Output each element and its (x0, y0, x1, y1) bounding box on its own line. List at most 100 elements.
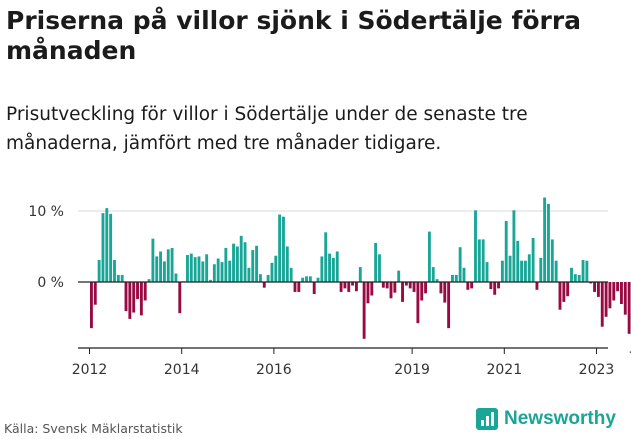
bar (439, 282, 443, 294)
bar (120, 274, 124, 282)
bar (308, 276, 312, 282)
bar (228, 260, 232, 282)
bar (577, 274, 581, 282)
bar (543, 197, 547, 282)
bar (527, 254, 531, 282)
bar (186, 255, 189, 282)
bar (97, 259, 101, 282)
bar (335, 251, 339, 282)
bar (477, 239, 481, 282)
bar (508, 255, 512, 282)
bar (600, 282, 604, 327)
bar (193, 257, 197, 282)
bar (159, 251, 163, 282)
newsworthy-logo-icon (476, 408, 498, 430)
bar (547, 203, 550, 282)
bar (278, 214, 282, 282)
brand-logo: Newsworthy (476, 408, 616, 430)
bar (320, 256, 324, 282)
bar (162, 261, 166, 282)
bar (324, 232, 328, 282)
bar (620, 282, 623, 305)
bar (523, 260, 527, 282)
bar (128, 282, 132, 319)
bar (105, 208, 109, 282)
bar (401, 282, 404, 302)
y-tick-label: 10 % (28, 204, 64, 220)
bar (458, 247, 462, 282)
bar (362, 282, 366, 339)
bar (374, 242, 378, 282)
bar (389, 282, 393, 299)
bar (251, 250, 255, 282)
x-tick-label: 2019 (394, 362, 430, 378)
bar (504, 220, 508, 282)
bar (566, 282, 570, 297)
bar (435, 279, 439, 282)
bar (370, 282, 374, 296)
bar (608, 282, 612, 309)
bar (535, 282, 539, 290)
last-value-annotation: −7 % (628, 345, 631, 361)
bar (558, 282, 562, 310)
bar (201, 261, 205, 282)
bar (212, 264, 216, 282)
bar (554, 260, 558, 282)
bar (166, 249, 170, 282)
bar (485, 262, 489, 282)
bars (90, 197, 631, 339)
bar (431, 267, 435, 282)
bar (627, 282, 631, 334)
bar (301, 277, 305, 282)
bar (243, 242, 247, 282)
bar (147, 279, 151, 282)
bar (255, 245, 259, 282)
bar (331, 257, 335, 282)
bar (266, 274, 270, 282)
bar (604, 282, 608, 317)
bar (116, 274, 120, 282)
bar (93, 282, 97, 305)
bar (274, 255, 278, 282)
bar (293, 282, 297, 292)
bar (562, 282, 566, 302)
bar (378, 254, 381, 282)
bar (366, 282, 370, 304)
bar (220, 262, 224, 282)
bar (404, 282, 408, 286)
bar (516, 240, 520, 282)
bar (454, 274, 458, 282)
bar (424, 282, 428, 294)
bar (174, 273, 178, 282)
bar (550, 239, 554, 282)
bar (443, 282, 447, 303)
x-tick-label: 2016 (256, 362, 292, 378)
bar (500, 260, 504, 282)
bar (151, 238, 155, 282)
bar (113, 259, 116, 282)
bar (247, 267, 251, 282)
bar (623, 282, 627, 315)
bar (132, 282, 136, 313)
bar (416, 282, 420, 324)
bar (474, 210, 477, 282)
bar (101, 213, 105, 282)
bar (328, 253, 331, 282)
bar (489, 282, 493, 290)
bar (139, 282, 143, 316)
bar (393, 282, 397, 293)
bar (385, 282, 389, 289)
bar (451, 274, 454, 282)
bar (124, 282, 128, 312)
bar (616, 282, 620, 292)
x-tick-label: 2023 (579, 362, 615, 378)
bar (224, 247, 228, 282)
bar (358, 267, 362, 282)
bar (109, 213, 113, 282)
bar (570, 267, 573, 282)
bar (539, 257, 543, 282)
bar (466, 282, 470, 290)
bar (493, 282, 497, 295)
bar (581, 259, 585, 282)
